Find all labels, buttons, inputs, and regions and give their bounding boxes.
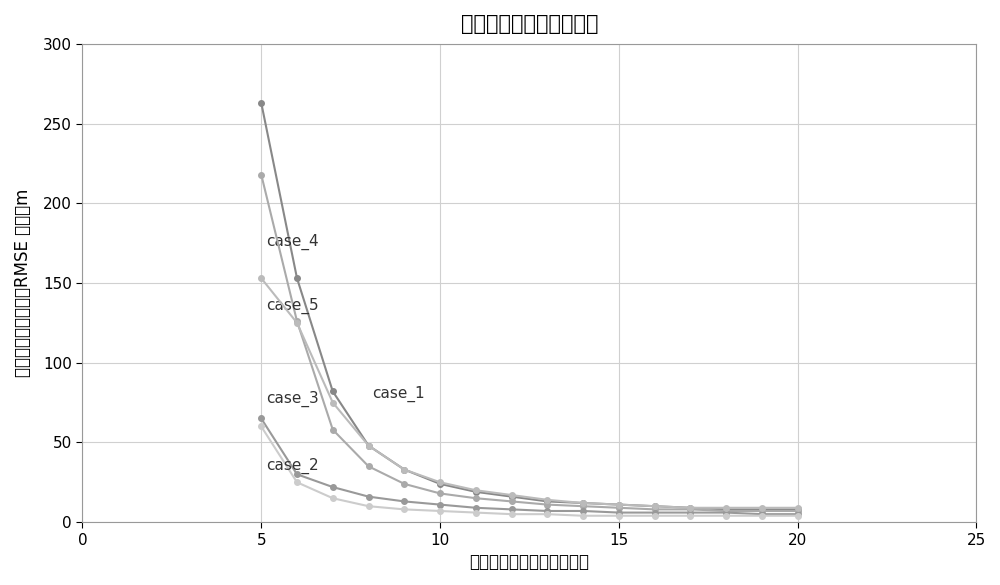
X-axis label: 随机选取的参与定位基站数: 随机选取的参与定位基站数 — [469, 553, 589, 571]
Text: case_4: case_4 — [267, 234, 319, 250]
Y-axis label: 所有终端定位的平均RMSE 单位：m: 所有终端定位的平均RMSE 单位：m — [14, 189, 32, 377]
Text: case_1: case_1 — [372, 386, 425, 402]
Text: case_2: case_2 — [267, 457, 319, 474]
Text: case_5: case_5 — [267, 298, 319, 314]
Text: case_3: case_3 — [267, 391, 319, 407]
Title: 不同基站数目的定位精度: 不同基站数目的定位精度 — [461, 14, 598, 34]
